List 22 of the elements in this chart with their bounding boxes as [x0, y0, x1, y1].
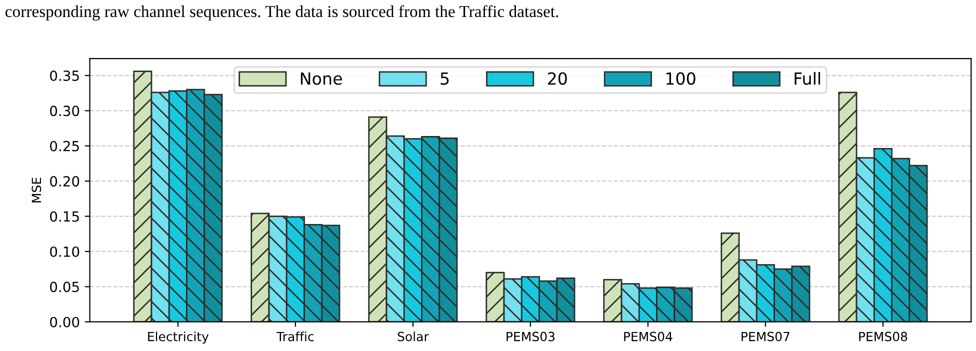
x-tick-label: Traffic: [276, 332, 314, 342]
x-tick-label: PEMS04: [624, 332, 672, 342]
legend-label: 20: [548, 72, 567, 85]
legend-label: None: [300, 72, 342, 85]
legend-label: 100: [666, 72, 696, 85]
y-tick-label: 0.20: [50, 176, 80, 187]
x-tick-label: PEMS08: [859, 332, 908, 342]
x-tick-label: PEMS03: [506, 332, 554, 342]
y-axis-title: MSE: [32, 178, 42, 202]
y-tick-label: 0.10: [50, 246, 80, 257]
x-tick-label: PEMS07: [742, 332, 790, 342]
text: corresponding raw channel sequences. The data is sourced from the Traffic dataset.: [6, 5, 558, 21]
legend-label: 5: [440, 72, 449, 85]
y-tick-label: 0.15: [50, 211, 79, 222]
x-tick-label: Electricity: [148, 332, 209, 344]
legend-label: Full: [794, 72, 820, 85]
y-tick-label: 0.00: [50, 316, 80, 328]
x-tick-label: Solar: [398, 332, 429, 342]
y-tick-label: 0.35: [50, 70, 79, 81]
y-tick-label: 0.05: [50, 282, 79, 292]
y-tick-label: 0.25: [50, 140, 79, 152]
y-tick-label: 0.30: [50, 106, 80, 116]
